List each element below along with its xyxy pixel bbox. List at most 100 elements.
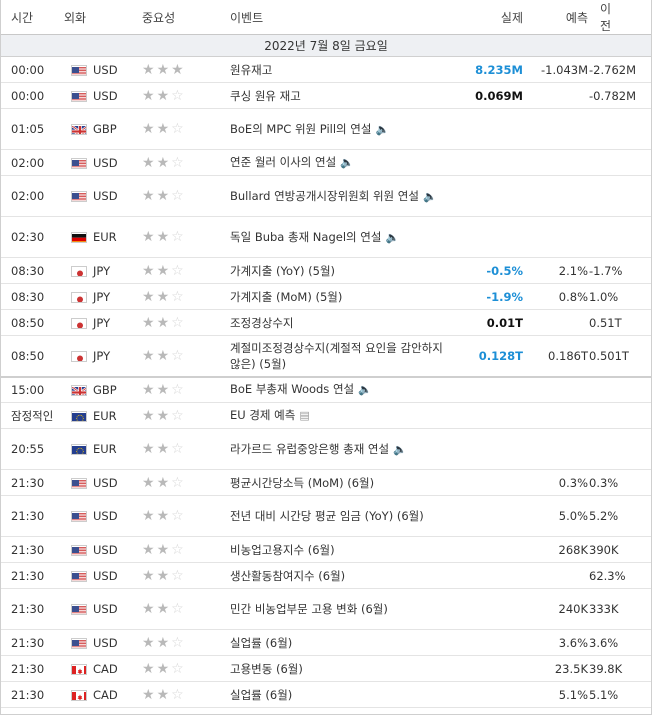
event-row[interactable]: 15:00 GBP ★★☆ BoE 부총재 Woods 연설 🔈 bbox=[1, 376, 651, 403]
event-row[interactable]: 21:30 USD ★★☆ 실업률 (6월) 3.6% 3.6% bbox=[1, 629, 651, 656]
event-row[interactable]: 21:30 USD ★★☆ 생산활동참여지수 (6월) 62.3% bbox=[1, 562, 651, 589]
event-title[interactable]: BoE 부총재 Woods 연설 bbox=[230, 382, 355, 397]
ca-flag-icon bbox=[70, 689, 87, 701]
event-forecast bbox=[531, 82, 589, 109]
event-actual bbox=[459, 216, 531, 258]
event-title[interactable]: 전년 대비 시간당 평균 임금 (YoY) (6월) bbox=[230, 509, 424, 523]
star-filled-icon: ★ bbox=[156, 567, 172, 584]
star-empty-icon: ☆ bbox=[171, 262, 186, 279]
event-title[interactable]: 조정경상수지 bbox=[230, 315, 294, 330]
star-filled-icon: ★ bbox=[142, 601, 157, 617]
star-empty-icon: ☆ bbox=[171, 121, 186, 137]
event-title[interactable]: 독일 Buba 총재 Nagel의 연설 bbox=[230, 229, 382, 244]
event-title[interactable]: Bullard 연방공개시장위원회 위원 연설 bbox=[230, 188, 419, 203]
event-row[interactable]: 21:30 CAD ★★☆ 실업률 (6월) 5.1% 5.1% bbox=[1, 681, 651, 708]
event-title[interactable]: 비농업고용지수 (6월) bbox=[230, 542, 335, 557]
event-row[interactable]: 20:55 EUR ★★☆ 라가르드 유럽중앙은행 총재 연설 🔈 bbox=[1, 428, 651, 470]
event-row[interactable]: 08:50 JPY ★★☆ 조정경상수지 0.01T 0.51T bbox=[1, 309, 651, 336]
event-time: 21:30 bbox=[1, 469, 64, 496]
star-filled-icon: ★ bbox=[156, 601, 172, 617]
event-title[interactable]: EU 경제 예측 bbox=[230, 408, 296, 422]
event-row[interactable]: 08:30 JPY ★★☆ 가계지출 (MoM) (5월) -1.9% 0.8% 1.0% bbox=[1, 283, 651, 310]
report-icon[interactable]: ▤ bbox=[299, 409, 310, 422]
header-time[interactable]: 시간 bbox=[1, 0, 64, 35]
star-filled-icon: ★ bbox=[156, 441, 172, 457]
event-previous: -1.7% bbox=[589, 257, 651, 284]
importance-stars: ★★☆ bbox=[142, 475, 186, 491]
star-filled-icon: ★ bbox=[142, 154, 157, 171]
event-row[interactable]: 21:30 USD ★★☆ 민간 비농업부문 고용 변화 (6월) 240K 333K bbox=[1, 588, 651, 630]
event-row[interactable]: 21:30 USD ★★☆ 전년 대비 시간당 평균 임금 (YoY) (6월) 5.0… bbox=[1, 495, 651, 537]
event-previous: -2.762M bbox=[589, 56, 651, 83]
speaker-icon[interactable]: 🔈 bbox=[385, 230, 400, 244]
event-row[interactable]: 01:05 GBP ★★☆ BoE의 MPC 위원 Pill의 연설 🔈 bbox=[1, 108, 651, 150]
header-previous[interactable]: 이전 bbox=[589, 0, 651, 35]
star-empty-icon: ☆ bbox=[171, 601, 186, 617]
event-title[interactable]: 라가르드 유럽중앙은행 총재 연설 bbox=[230, 441, 390, 456]
header-forecast[interactable]: 예측 bbox=[531, 0, 589, 35]
speaker-icon[interactable]: 🔈 bbox=[393, 442, 407, 456]
event-title[interactable]: 실업률 (6월) bbox=[230, 635, 293, 650]
us-flag-icon bbox=[70, 90, 87, 102]
event-row[interactable]: 00:00 USD ★★☆ 쿠싱 원유 재고 0.069M -0.782M bbox=[1, 82, 651, 109]
star-filled-icon: ★ bbox=[142, 381, 157, 398]
event-actual bbox=[459, 149, 531, 176]
header-actual[interactable]: 실제 bbox=[459, 0, 531, 35]
event-forecast: 268K bbox=[531, 536, 589, 563]
event-row[interactable]: 02:30 EUR ★★☆ 독일 Buba 총재 Nagel의 연설 🔈 bbox=[1, 216, 651, 258]
event-title[interactable]: BoE의 MPC 위원 Pill의 연설 bbox=[230, 121, 372, 136]
star-empty-icon: ☆ bbox=[171, 660, 186, 677]
event-title[interactable]: 가계지출 (MoM) (5월) bbox=[230, 289, 343, 304]
event-time: 21:30 bbox=[1, 562, 64, 589]
event-row[interactable]: 21:30 USD ★★☆ 비농업고용지수 (6월) 268K 390K bbox=[1, 536, 651, 563]
event-title[interactable]: 실업률 (6월) bbox=[230, 687, 293, 702]
speaker-icon[interactable]: 🔈 bbox=[422, 189, 437, 203]
speaker-icon[interactable]: 🔈 bbox=[358, 383, 372, 397]
event-row[interactable]: 08:30 JPY ★★☆ 가계지출 (YoY) (5월) -0.5% 2.1% -1.7% bbox=[1, 257, 651, 284]
event-actual bbox=[459, 588, 531, 630]
us-flag-icon bbox=[70, 477, 87, 489]
event-time: 08:30 bbox=[1, 283, 64, 310]
event-time: 02:00 bbox=[1, 175, 64, 217]
star-filled-icon: ★ bbox=[156, 262, 172, 279]
us-flag-icon bbox=[70, 157, 87, 169]
header-importance[interactable]: 중요성 bbox=[136, 0, 224, 35]
header-event[interactable]: 이벤트 bbox=[224, 0, 459, 35]
event-title[interactable]: 가계지출 (YoY) (5월) bbox=[230, 263, 336, 278]
star-filled-icon: ★ bbox=[142, 441, 157, 457]
event-title[interactable]: 민간 비농업부문 고용 변화 (6월) bbox=[230, 602, 388, 616]
event-previous bbox=[589, 376, 651, 403]
event-title[interactable]: 고용변동 (6월) bbox=[230, 661, 303, 676]
event-time: 21:30 bbox=[1, 588, 64, 630]
event-row[interactable]: 21:30 CAD ★★☆ 고용변동 (6월) 23.5K 39.8K bbox=[1, 655, 651, 682]
header-currency[interactable]: 외화 bbox=[64, 0, 93, 35]
event-currency: USD bbox=[93, 562, 136, 589]
event-previous: 0.501T bbox=[589, 335, 651, 378]
star-filled-icon: ★ bbox=[156, 87, 172, 104]
event-title[interactable]: 연준 월러 이사의 연설 bbox=[230, 155, 337, 169]
event-title[interactable]: 계절미조정경상수지(계절적 요인을 감안하지 않은) (5월) bbox=[230, 340, 443, 371]
event-time: 00:00 bbox=[1, 56, 64, 83]
event-currency: JPY bbox=[93, 283, 136, 310]
event-actual: 0.01T bbox=[459, 309, 531, 336]
event-title[interactable]: 생산활동참여지수 (6월) bbox=[230, 568, 346, 583]
event-actual bbox=[459, 655, 531, 682]
event-row[interactable]: 21:30 USD ★★☆ 평균시간당소득 (MoM) (6월) 0.3% 0.3% bbox=[1, 469, 651, 496]
event-time: 02:30 bbox=[1, 216, 64, 258]
event-row[interactable]: 02:00 USD ★★☆ Bullard 연방공개시장위원회 위원 연설 🔈 bbox=[1, 175, 651, 217]
event-title[interactable]: 쿠싱 원유 재고 bbox=[230, 88, 301, 103]
event-row[interactable]: 08:50 JPY ★★☆ 계절미조정경상수지(계절적 요인을 감안하지 않은) (5… bbox=[1, 335, 651, 378]
event-row[interactable]: 00:00 USD ★★★ 원유재고 8.235M -1.043M -2.762M bbox=[1, 56, 651, 83]
jp-flag-icon bbox=[70, 317, 87, 329]
event-title[interactable]: 평균시간당소득 (MoM) (6월) bbox=[230, 475, 375, 490]
importance-stars: ★★☆ bbox=[142, 121, 186, 137]
speaker-icon[interactable]: 🔈 bbox=[340, 156, 354, 169]
star-empty-icon: ☆ bbox=[171, 686, 186, 703]
event-row[interactable]: 02:00 USD ★★☆ 연준 월러 이사의 연설 🔈 bbox=[1, 149, 651, 176]
event-title[interactable]: 원유재고 bbox=[230, 62, 273, 77]
event-row[interactable]: 잠정적인 EUR ★★☆ EU 경제 예측 ▤ bbox=[1, 402, 651, 429]
star-filled-icon: ★ bbox=[142, 508, 157, 524]
speaker-icon[interactable]: 🔈 bbox=[375, 122, 390, 136]
event-previous bbox=[589, 108, 651, 150]
